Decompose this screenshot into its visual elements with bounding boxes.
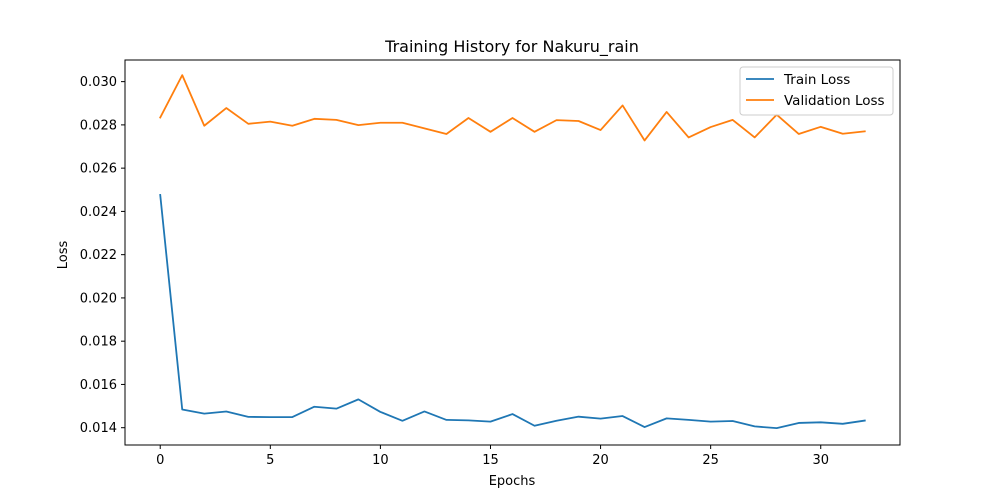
legend-box — [739, 66, 894, 116]
y-tick-label: 0.024 — [80, 205, 117, 220]
x-tick-label: 10 — [372, 453, 389, 468]
x-tick-label: 30 — [812, 453, 829, 468]
x-tick-label: 5 — [266, 453, 274, 468]
y-tick-label: 0.028 — [80, 118, 117, 133]
chart-title: Training History for Nakuru_rain — [384, 37, 639, 57]
y-tick-label: 0.016 — [80, 378, 117, 393]
series-line-validation-loss — [159, 74, 866, 142]
x-tick-label: 20 — [592, 453, 609, 468]
x-tick-label: 0 — [156, 453, 164, 468]
legend: Train Loss Validation Loss — [739, 66, 894, 116]
y-tick-label: 0.030 — [80, 75, 117, 90]
y-tick-label: 0.026 — [80, 162, 117, 177]
x-tick-label: 15 — [482, 453, 499, 468]
y-tick-label: 0.020 — [80, 291, 117, 306]
x-axis-label: Epochs — [489, 474, 536, 489]
series-line-train-loss — [159, 193, 866, 430]
y-tick-label: 0.022 — [80, 248, 117, 263]
axes-frame — [124, 59, 901, 446]
legend-label: Train Loss — [783, 72, 850, 88]
y-tick-label: 0.018 — [80, 335, 117, 350]
y-axis-label: Loss — [56, 241, 71, 270]
plot-area: 0 5 10 15 20 25 30 0.014 0.016 0.018 0.020 0.022 0.0… — [80, 59, 901, 468]
x-tick-label: 25 — [702, 453, 719, 468]
legend-label: Validation Loss — [784, 93, 885, 109]
y-tick-label: 0.014 — [80, 421, 117, 436]
